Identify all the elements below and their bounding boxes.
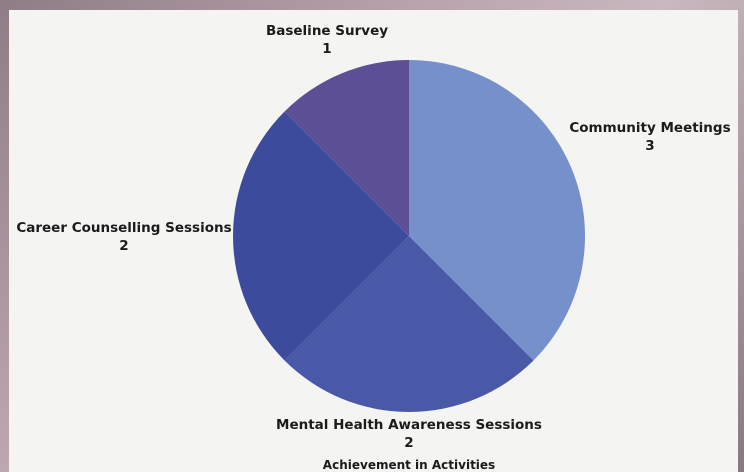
- pie-slice-career-counselling-sessions: [232, 111, 409, 361]
- slice-label: Career Counselling Sessions: [16, 220, 231, 236]
- pie-slice-community-meetings: [409, 60, 586, 361]
- slice-label: Baseline Survey: [266, 23, 388, 39]
- slice-label: Mental Health Awareness Sessions: [276, 417, 542, 433]
- slice-label: Community Meetings: [569, 120, 730, 136]
- pie-slice-baseline-survey: [284, 59, 409, 236]
- slice-value-label: 3: [645, 138, 654, 154]
- chart-title: Achievement in Activities: [323, 458, 495, 472]
- pie-slices: [232, 59, 586, 413]
- slice-value-label: 2: [404, 435, 413, 451]
- slice-value-label: 1: [322, 41, 331, 57]
- pie-slice-mental-health-awareness-sessions: [284, 236, 534, 413]
- slice-labels: Community Meetings 3 Mental Health Awarene…: [16, 23, 730, 451]
- slice-value-label: 2: [119, 238, 128, 254]
